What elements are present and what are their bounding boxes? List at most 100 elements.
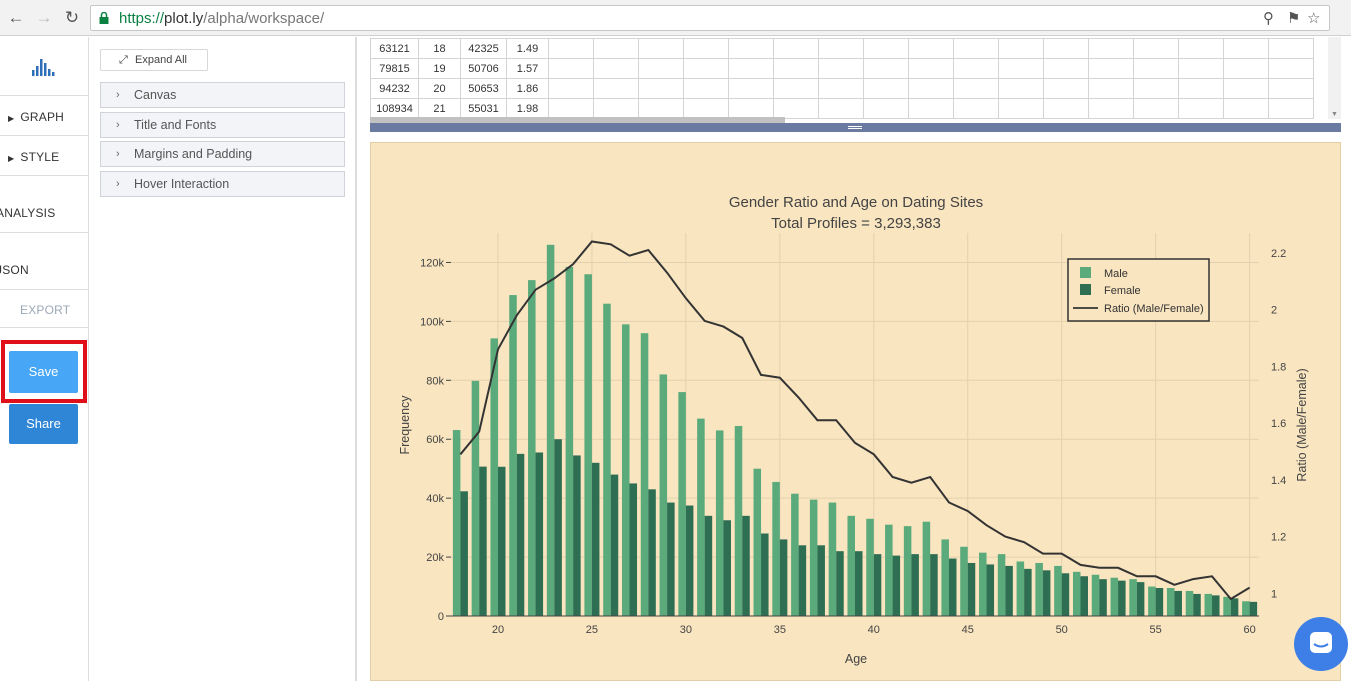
pin-icon[interactable]: ⚑: [1287, 10, 1301, 27]
table-cell-empty[interactable]: [908, 38, 954, 59]
table-cell-empty[interactable]: [1268, 98, 1314, 119]
table-cell-empty[interactable]: [818, 98, 864, 119]
table-cell-empty[interactable]: [683, 78, 729, 99]
data-grid[interactable]: 63121 18 42325 1.49 79815 19 50706 1.57 94232 20 5…: [370, 37, 1341, 119]
table-cell-empty[interactable]: [1088, 98, 1134, 119]
save-button[interactable]: Save: [9, 351, 78, 393]
table-cell-empty[interactable]: [638, 38, 684, 59]
table-cell-empty[interactable]: [953, 38, 999, 59]
table-cell-empty[interactable]: [953, 58, 999, 79]
table-cell-empty[interactable]: [998, 58, 1044, 79]
table-cell-empty[interactable]: [1268, 78, 1314, 99]
table-cell[interactable]: 50706: [460, 58, 507, 79]
table-cell-empty[interactable]: [1178, 58, 1224, 79]
table-cell[interactable]: 1.57: [506, 58, 549, 79]
nav-analysis[interactable]: ANALYSIS: [0, 206, 56, 220]
table-cell-empty[interactable]: [1088, 38, 1134, 59]
address-bar[interactable]: https://plot.ly/alpha/workspace/ ⚲ ⚑ ☆: [90, 5, 1330, 31]
table-cell-empty[interactable]: [773, 78, 819, 99]
table-cell-empty[interactable]: [638, 98, 684, 119]
table-cell-empty[interactable]: [548, 78, 594, 99]
table-cell[interactable]: 1.98: [506, 98, 549, 119]
table-cell[interactable]: 79815: [370, 58, 419, 79]
section-title-and-fonts[interactable]: › Title and Fonts: [100, 112, 345, 138]
table-cell-empty[interactable]: [863, 38, 909, 59]
table-cell-empty[interactable]: [1178, 78, 1224, 99]
table-cell-empty[interactable]: [593, 38, 639, 59]
forward-arrow-icon[interactable]: →: [35, 8, 53, 27]
table-cell-empty[interactable]: [1178, 98, 1224, 119]
table-cell-empty[interactable]: [1223, 58, 1269, 79]
table-cell-empty[interactable]: [908, 98, 954, 119]
table-cell-empty[interactable]: [818, 58, 864, 79]
grid-horizontal-scrollbar[interactable]: [370, 117, 785, 123]
nav-json[interactable]: JSON: [0, 263, 29, 277]
table-cell-empty[interactable]: [728, 38, 774, 59]
table-cell-empty[interactable]: [1088, 58, 1134, 79]
table-cell[interactable]: 1.49: [506, 38, 549, 59]
expand-all-button[interactable]: ⤢ Expand All: [100, 49, 208, 71]
plotly-logo-icon[interactable]: [31, 57, 57, 77]
table-cell-empty[interactable]: [1043, 78, 1089, 99]
bookmark-star-icon[interactable]: ☆: [1307, 10, 1321, 27]
table-cell-empty[interactable]: [683, 58, 729, 79]
table-cell-empty[interactable]: [908, 78, 954, 99]
pane-splitter[interactable]: [370, 123, 1341, 132]
share-button[interactable]: Share: [9, 404, 78, 444]
table-cell-empty[interactable]: [908, 58, 954, 79]
table-cell[interactable]: 18: [418, 38, 461, 59]
table-cell[interactable]: 55031: [460, 98, 507, 119]
table-row[interactable]: 108934 21 55031 1.98: [370, 98, 1314, 119]
table-cell-empty[interactable]: [1223, 98, 1269, 119]
table-cell-empty[interactable]: [638, 58, 684, 79]
table-cell-empty[interactable]: [1133, 38, 1179, 59]
table-cell-empty[interactable]: [773, 38, 819, 59]
table-cell-empty[interactable]: [728, 98, 774, 119]
table-cell-empty[interactable]: [548, 38, 594, 59]
table-cell-empty[interactable]: [1223, 38, 1269, 59]
table-cell-empty[interactable]: [1223, 78, 1269, 99]
table-cell-empty[interactable]: [998, 98, 1044, 119]
chart-svg[interactable]: Gender Ratio and Age on Dating Sites Tot…: [370, 142, 1341, 681]
table-cell[interactable]: 21: [418, 98, 461, 119]
table-cell-empty[interactable]: [1268, 38, 1314, 59]
table-cell[interactable]: 94232: [370, 78, 419, 99]
table-cell-empty[interactable]: [548, 98, 594, 119]
table-cell[interactable]: 19: [418, 58, 461, 79]
table-cell-empty[interactable]: [998, 38, 1044, 59]
table-cell-empty[interactable]: [683, 98, 729, 119]
table-cell-empty[interactable]: [1178, 38, 1224, 59]
table-cell-empty[interactable]: [1043, 98, 1089, 119]
table-cell-empty[interactable]: [773, 58, 819, 79]
table-cell-empty[interactable]: [1043, 38, 1089, 59]
table-row[interactable]: 94232 20 50653 1.86: [370, 78, 1314, 99]
table-cell-empty[interactable]: [593, 78, 639, 99]
table-cell-empty[interactable]: [998, 78, 1044, 99]
table-cell[interactable]: 108934: [370, 98, 419, 119]
back-arrow-icon[interactable]: ←: [7, 8, 25, 27]
nav-graph[interactable]: ▶ GRAPH: [8, 110, 65, 124]
table-cell-empty[interactable]: [863, 78, 909, 99]
table-cell-empty[interactable]: [683, 38, 729, 59]
chat-widget-button[interactable]: [1294, 617, 1348, 671]
table-cell-empty[interactable]: [593, 98, 639, 119]
table-cell-empty[interactable]: [593, 58, 639, 79]
table-cell-empty[interactable]: [1088, 78, 1134, 99]
nav-style[interactable]: ▶ STYLE: [8, 150, 60, 164]
reload-icon[interactable]: ↻: [64, 8, 80, 27]
table-cell-empty[interactable]: [1133, 58, 1179, 79]
table-cell[interactable]: 1.86: [506, 78, 549, 99]
table-row[interactable]: 79815 19 50706 1.57: [370, 58, 1314, 79]
table-cell-empty[interactable]: [1133, 78, 1179, 99]
table-cell-empty[interactable]: [953, 98, 999, 119]
zoom-icon[interactable]: ⚲: [1263, 10, 1274, 27]
table-cell[interactable]: 20: [418, 78, 461, 99]
nav-export[interactable]: EXPORT: [20, 303, 71, 317]
table-cell-empty[interactable]: [863, 98, 909, 119]
legend[interactable]: Male Female Ratio (Male/Female): [1067, 258, 1210, 322]
table-cell-empty[interactable]: [728, 58, 774, 79]
table-cell[interactable]: 42325: [460, 38, 507, 59]
table-cell-empty[interactable]: [818, 38, 864, 59]
table-cell-empty[interactable]: [773, 98, 819, 119]
table-cell-empty[interactable]: [728, 78, 774, 99]
